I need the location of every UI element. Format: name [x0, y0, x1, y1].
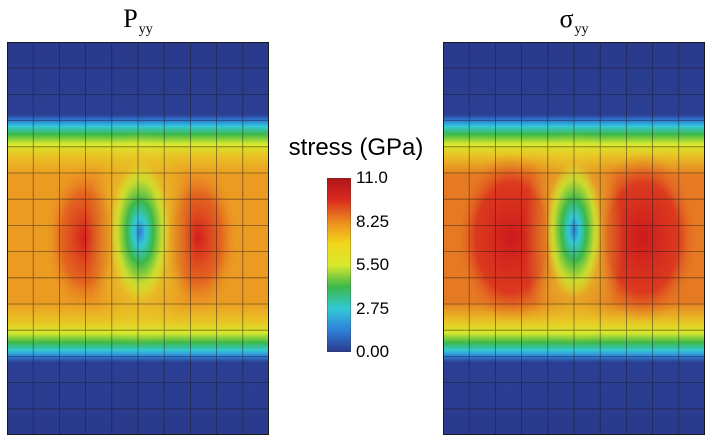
panel-frame — [7, 42, 269, 435]
colorbar-tick-label: 2.75 — [356, 298, 390, 318]
mesh-grid — [7, 42, 269, 435]
heatmap-sigma-yy — [443, 42, 705, 435]
mesh-grid — [443, 42, 705, 435]
colorbar-tick-label: 5.50 — [356, 255, 390, 274]
colorbar — [327, 178, 351, 352]
colorbar-tick-label: 11.0 — [356, 168, 388, 187]
panel-title-pyy: Pyy — [123, 4, 153, 37]
colorbar-tick-label: 8.25 — [356, 211, 390, 231]
colorbar-fill — [327, 178, 351, 352]
panel-title-sigma-yy: σyy — [559, 4, 589, 37]
colorbar-tick-label: 0.00 — [356, 342, 390, 361]
panel-frame — [443, 42, 705, 435]
center-low-region — [110, 162, 170, 302]
colorbar-title: stress (GPa) — [288, 134, 424, 161]
heatmap-pyy — [7, 42, 269, 435]
